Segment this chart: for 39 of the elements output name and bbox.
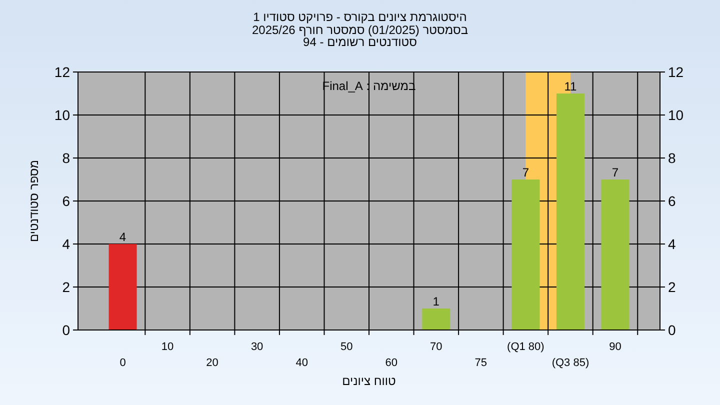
chart-subtitle: בסמסטר (01/2025) סמסטר חורף 2025/26 סטודנטים רשומים - 94 xyxy=(252,23,468,49)
x-tick-label: (Q3 85) xyxy=(552,357,590,369)
y-tick-label: 4 xyxy=(62,236,70,252)
x-tick-label: 10 xyxy=(161,341,174,353)
x-tick-label: 90 xyxy=(609,341,622,353)
y2-tick-label: 6 xyxy=(668,193,676,209)
y2-tick-label: 8 xyxy=(668,150,676,166)
y-axis-title: מספר סטודנטים xyxy=(27,160,41,242)
x-axis-title: טווח ציונים xyxy=(342,374,396,388)
x-tick-label: 0 xyxy=(120,357,126,369)
bar xyxy=(601,180,630,330)
y-tick-label: 0 xyxy=(62,322,70,338)
data-label: 7 xyxy=(522,166,530,180)
x-tick-label: 40 xyxy=(296,357,308,369)
y-tick-label: 8 xyxy=(62,150,70,166)
bar xyxy=(422,308,450,330)
chart-title: היסטוגרמת ציונים בקורס - פרויקט סטודיו 1 xyxy=(253,10,467,24)
x-tick-label: 30 xyxy=(250,341,264,353)
data-label: 11 xyxy=(564,80,578,94)
y-tick-label: 12 xyxy=(54,64,70,80)
y-tick-label: 6 xyxy=(62,193,70,209)
y2-tick-label: 2 xyxy=(668,279,676,295)
x-tick-label: 75 xyxy=(474,357,488,369)
x-tick-label: 70 xyxy=(430,341,442,353)
y2-tick-label: 12 xyxy=(668,64,684,80)
bar xyxy=(512,180,540,330)
y-tick-label: 10 xyxy=(54,107,70,123)
x-tick-label: 50 xyxy=(340,341,353,353)
x-tick-label: (Q1 80) xyxy=(507,341,544,353)
data-label: 7 xyxy=(612,166,619,180)
data-label: 4 xyxy=(119,230,126,244)
y2-tick-label: 10 xyxy=(668,107,684,123)
y2-tick-label: 4 xyxy=(668,236,676,252)
bar xyxy=(108,244,137,330)
data-label: 1 xyxy=(432,294,440,308)
y2-tick-label: 0 xyxy=(668,322,676,338)
x-tick-label: 20 xyxy=(206,357,218,369)
y-tick-label: 2 xyxy=(62,279,70,295)
x-tick-label: 60 xyxy=(385,357,398,369)
